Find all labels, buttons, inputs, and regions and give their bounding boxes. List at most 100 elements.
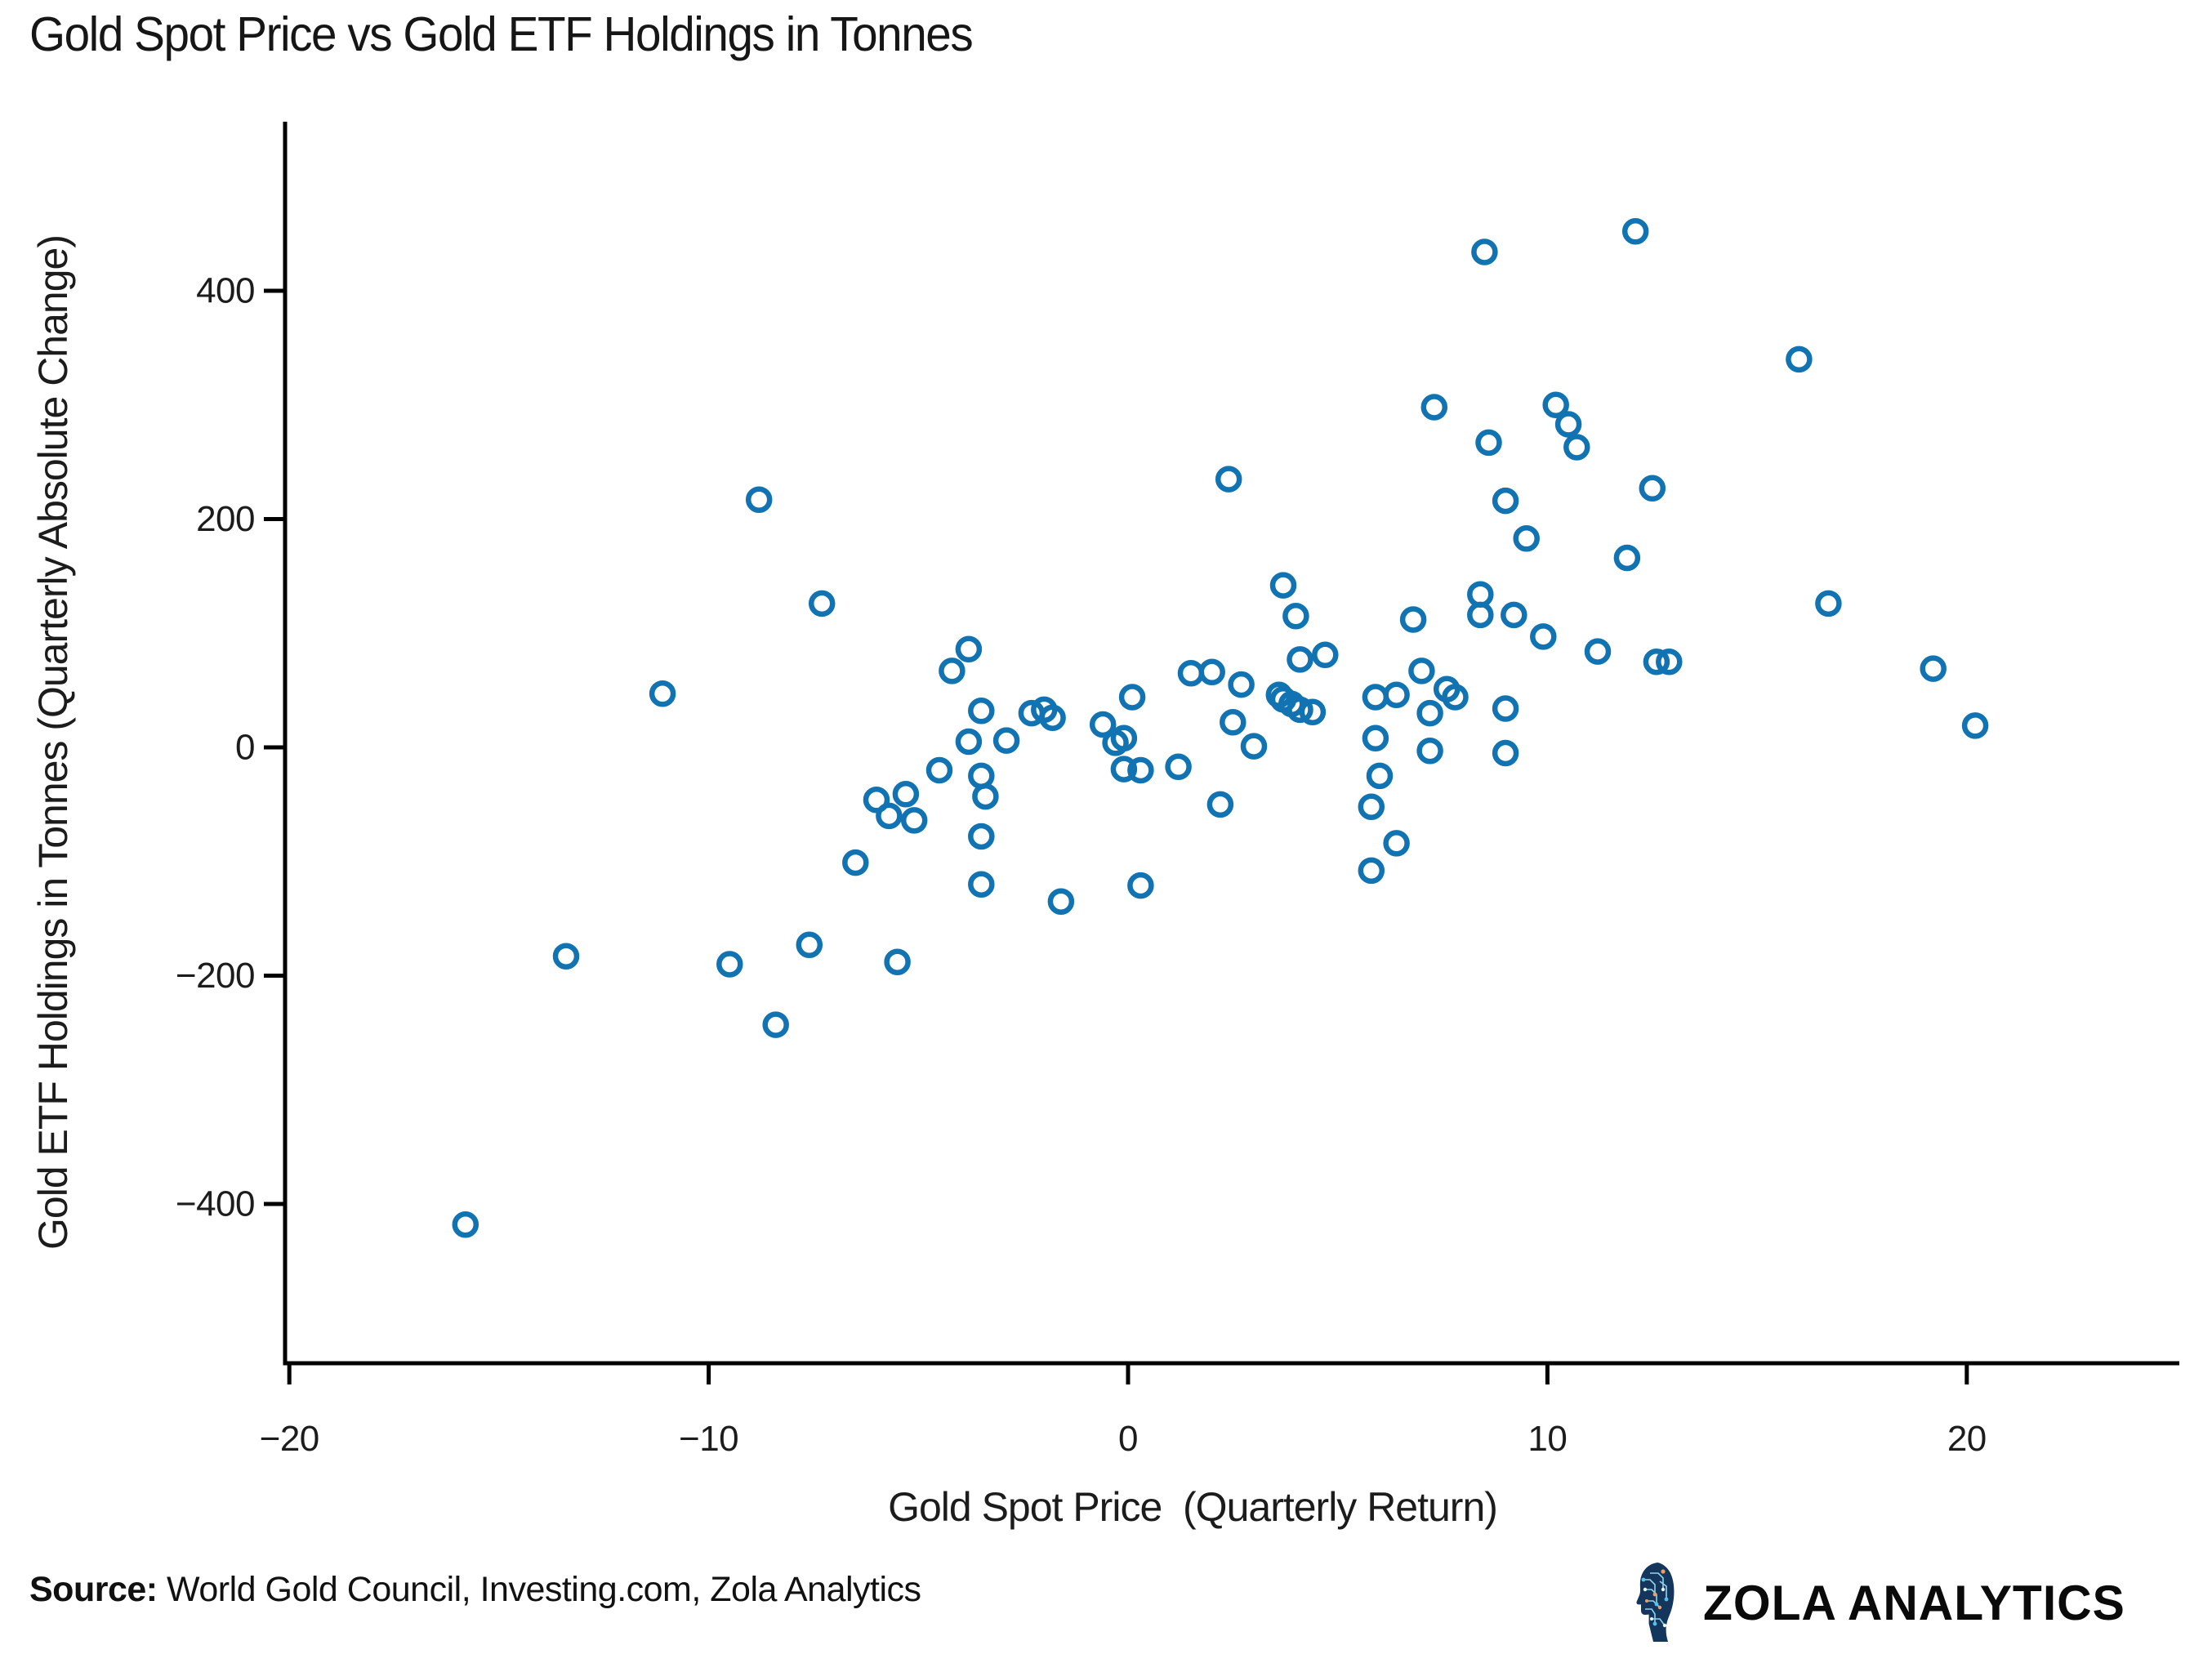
data-point xyxy=(992,727,1020,754)
x-axis-title: Gold Spot Price (Quarterly Return) xyxy=(888,1484,1497,1530)
brand-lockup: ZOLA ANALYTICS xyxy=(1631,1562,2134,1643)
source-text: World Gold Council, Investing.com, Zola … xyxy=(157,1570,921,1609)
data-point xyxy=(1584,638,1612,665)
data-point xyxy=(796,931,823,959)
data-point xyxy=(876,802,903,830)
source-line: Source: World Gold Council, Investing.co… xyxy=(29,1570,1255,1610)
data-point xyxy=(968,871,995,898)
data-point xyxy=(1215,466,1242,493)
data-point xyxy=(1416,737,1443,765)
data-point xyxy=(1656,648,1683,675)
data-point xyxy=(716,951,743,978)
data-point xyxy=(1206,791,1234,818)
data-point xyxy=(1358,793,1385,820)
data-point xyxy=(863,787,890,814)
data-point xyxy=(808,590,836,617)
data-point xyxy=(1269,572,1297,599)
data-point xyxy=(1501,601,1527,629)
y-tick-label: 400 xyxy=(196,271,255,311)
data-point xyxy=(1492,695,1519,722)
data-point xyxy=(1358,857,1385,885)
data-point xyxy=(1408,658,1435,684)
data-point xyxy=(955,728,983,756)
y-axis-title: Gold ETF Holdings in Tonnes (Quarterly A… xyxy=(30,235,76,1250)
y-tick-label: 200 xyxy=(196,499,255,539)
x-tick-label: 0 xyxy=(1118,1419,1138,1459)
data-point xyxy=(1815,590,1842,617)
data-point xyxy=(1542,391,1569,419)
data-point xyxy=(1613,544,1641,572)
source-label: Source: xyxy=(29,1570,158,1609)
brand-name: ZOLA ANALYTICS xyxy=(1702,1575,2125,1630)
data-point xyxy=(1643,648,1670,675)
data-point xyxy=(892,781,920,808)
data-point xyxy=(1639,475,1666,502)
data-point xyxy=(1362,684,1389,711)
y-tick-label: 0 xyxy=(235,728,255,768)
circuit-dots xyxy=(1641,1569,1669,1628)
data-point xyxy=(452,1210,479,1238)
x-tick-label: 20 xyxy=(1947,1419,1987,1459)
data-point xyxy=(1563,434,1590,461)
data-point xyxy=(1240,733,1268,760)
data-point xyxy=(1467,581,1494,608)
data-point xyxy=(1420,394,1448,421)
data-point xyxy=(1475,429,1502,457)
data-point xyxy=(1492,739,1519,767)
data-point xyxy=(955,635,983,663)
data-point xyxy=(968,762,995,790)
data-point xyxy=(1165,753,1192,781)
data-point xyxy=(1127,756,1154,784)
data-point xyxy=(1492,487,1519,515)
data-point xyxy=(1920,655,1947,682)
data-point xyxy=(762,1011,789,1038)
data-point xyxy=(1961,712,1989,739)
data-point xyxy=(1047,888,1075,915)
data-point xyxy=(884,948,911,975)
data-point xyxy=(1110,756,1138,782)
chart-title: Gold Spot Price vs Gold ETF Holdings in … xyxy=(29,7,974,61)
data-point xyxy=(1416,699,1443,727)
x-tick-label: 10 xyxy=(1527,1419,1567,1459)
data-point xyxy=(1442,684,1469,711)
data-point xyxy=(649,680,676,707)
data-point xyxy=(1228,671,1255,698)
data-point xyxy=(1287,696,1313,724)
data-point xyxy=(1282,603,1309,630)
data-point xyxy=(1287,646,1313,673)
data-point xyxy=(968,698,995,724)
data-point xyxy=(968,823,995,850)
y-tick-label: −200 xyxy=(176,956,255,996)
data-point xyxy=(1383,681,1410,708)
axis-spines xyxy=(283,122,2179,1366)
data-point xyxy=(1220,709,1246,736)
data-point xyxy=(1513,525,1540,552)
data-point xyxy=(745,486,773,513)
data-point xyxy=(1399,606,1427,633)
data-point xyxy=(1177,659,1205,687)
data-point xyxy=(939,658,966,684)
data-point xyxy=(1786,346,1813,373)
data-point xyxy=(1110,724,1138,752)
data-point xyxy=(1366,762,1394,790)
data-point xyxy=(1118,684,1146,711)
x-tick-label: −10 xyxy=(679,1419,738,1459)
data-point xyxy=(1362,724,1389,752)
data-point xyxy=(1471,239,1498,265)
data-point xyxy=(972,782,999,810)
data-point xyxy=(925,756,953,784)
data-point xyxy=(1039,704,1066,731)
data-point xyxy=(1621,218,1649,245)
data-point xyxy=(1089,711,1117,738)
y-tick-label: −400 xyxy=(176,1184,255,1224)
data-point xyxy=(900,807,928,834)
data-point xyxy=(552,943,580,970)
data-point xyxy=(1383,830,1410,857)
x-tick-label: −20 xyxy=(260,1419,319,1459)
data-point xyxy=(1312,641,1339,669)
data-point xyxy=(1198,658,1225,686)
data-point xyxy=(1554,411,1582,438)
data-point xyxy=(1299,698,1327,725)
data-point xyxy=(842,849,869,876)
